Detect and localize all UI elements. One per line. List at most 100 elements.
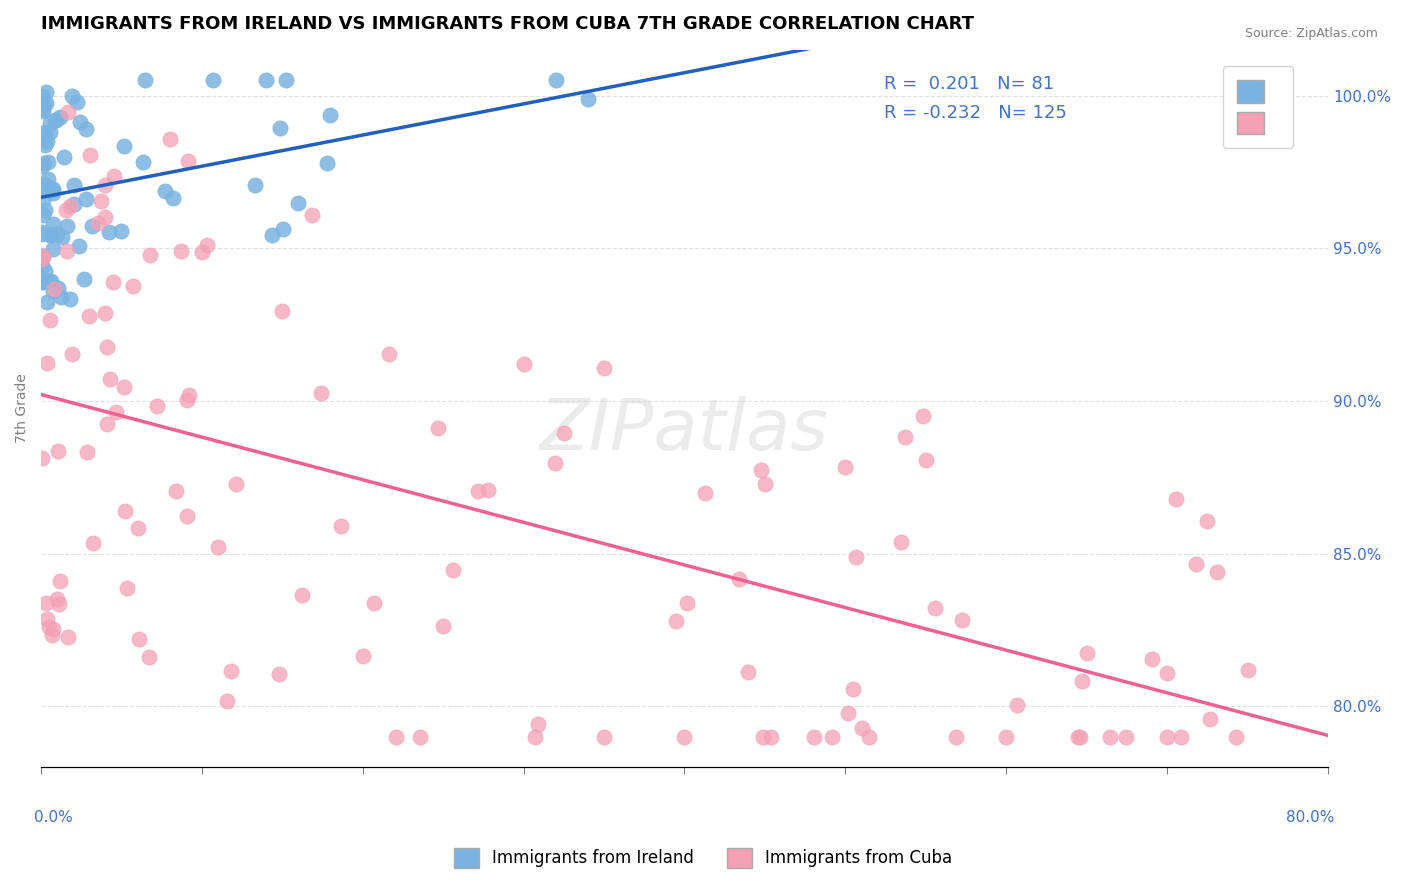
Cuba [759,730,782,744]
Cuba [544,456,567,470]
Cuba [842,682,865,697]
Ireland [34,124,56,138]
Ireland [260,228,283,243]
Ireland [35,294,58,309]
Ireland [51,230,73,244]
Cuba [177,153,200,168]
Ireland [55,219,77,234]
Cuba [912,409,935,423]
Ireland [31,159,53,173]
Cuba [55,203,77,218]
Ireland [31,128,53,143]
Ireland [39,125,62,139]
Ireland [60,89,83,103]
Ireland [35,85,58,99]
Ireland [32,208,55,222]
Ireland [41,285,63,299]
Cuba [215,693,238,707]
Cuba [42,281,65,295]
Cuba [291,589,314,603]
Cuba [914,453,936,467]
Cuba [851,721,873,735]
Ireland [75,192,97,206]
Ireland [37,155,59,169]
Cuba [467,484,489,499]
Cuba [105,405,128,419]
Cuba [524,730,547,744]
Ireland [41,182,63,196]
Cuba [39,313,62,327]
Ireland [110,224,132,238]
Ireland [254,73,277,87]
Ireland [34,95,56,110]
Cuba [1170,730,1192,744]
Y-axis label: 7th Grade: 7th Grade [15,374,30,443]
Ireland [38,116,60,130]
Text: R = -0.232   N= 125: R = -0.232 N= 125 [884,104,1067,122]
Cuba [426,421,449,435]
Ireland [45,227,67,241]
Ireland [32,98,55,112]
Cuba [728,572,751,586]
Cuba [176,508,198,523]
Cuba [858,730,880,744]
Cuba [170,244,193,259]
Cuba [207,540,229,554]
Ireland [52,150,75,164]
Cuba [46,444,69,458]
Cuba [1076,646,1098,660]
Cuba [127,521,149,535]
Ireland [316,155,339,169]
Cuba [995,730,1018,744]
Text: 0.0%: 0.0% [34,810,73,825]
Cuba [409,730,432,744]
Ireland [276,73,298,87]
Cuba [46,591,69,606]
Cuba [527,717,550,731]
Ireland [544,73,567,87]
Ireland [98,225,121,239]
Cuba [96,417,118,431]
Text: ZIPatlas: ZIPatlas [540,395,830,465]
Text: IMMIGRANTS FROM IRELAND VS IMMIGRANTS FROM CUBA 7TH GRADE CORRELATION CHART: IMMIGRANTS FROM IRELAND VS IMMIGRANTS FR… [41,15,974,33]
Ireland [34,203,56,218]
Cuba [1225,730,1247,744]
Cuba [1067,730,1090,744]
Ireland [34,137,56,152]
Cuba [1206,565,1229,579]
Cuba [945,730,967,744]
Ireland [69,114,91,128]
Cuba [76,445,98,459]
Ireland [319,108,342,122]
Cuba [42,623,65,637]
Cuba [1164,491,1187,506]
Cuba [1184,557,1206,571]
Text: Source: ZipAtlas.com: Source: ZipAtlas.com [1244,27,1378,40]
Cuba [673,730,696,744]
Ireland [112,139,135,153]
Ireland [41,183,63,197]
Ireland [42,242,65,256]
Cuba [1156,730,1178,744]
Ireland [31,225,53,239]
Ireland [45,113,67,128]
Ireland [39,227,62,242]
Ireland [31,89,53,103]
Cuba [56,631,79,645]
Ireland [35,134,58,148]
Cuba [950,613,973,627]
Cuba [737,665,759,680]
Cuba [59,198,82,212]
Cuba [924,601,946,615]
Cuba [58,105,80,120]
Cuba [190,244,212,259]
Cuba [38,620,60,634]
Cuba [301,208,323,222]
Ireland [32,104,55,119]
Cuba [271,303,294,318]
Ireland [59,293,82,307]
Cuba [60,347,83,361]
Text: R =  0.201   N= 81: R = 0.201 N= 81 [884,75,1054,94]
Ireland [32,275,55,289]
Ireland [287,195,309,210]
